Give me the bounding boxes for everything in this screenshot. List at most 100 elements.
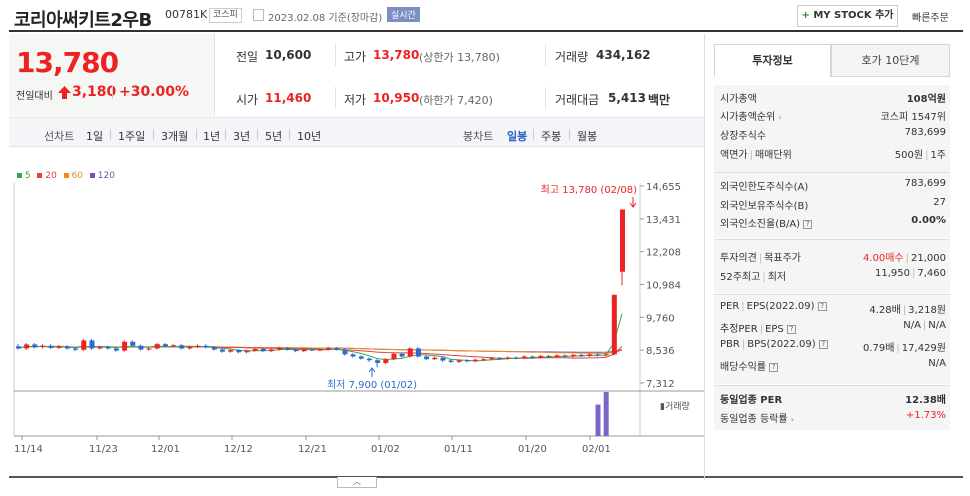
value: 12.38배: [905, 395, 946, 406]
label: 외국인한도주식수(A): [720, 182, 809, 193]
stock-title: 코리아써키트2우B: [14, 10, 152, 31]
bottom-divider: [9, 476, 963, 478]
value: 0.79배: [862, 343, 895, 354]
price-chart[interactable]: 14,655 13,431 12,208 10,984 9,760 8,536 7,312 ▮…: [0, 0, 704, 476]
value: 0.00%: [911, 215, 946, 226]
tab-investment-info[interactable]: 투자정보: [714, 44, 831, 77]
candle: [571, 354, 577, 357]
divider: [335, 44, 336, 66]
help-icon[interactable]: ?: [818, 340, 828, 349]
base-date: 2023.02.08 기준(장마감): [268, 13, 383, 24]
label: 동일업종 등락률: [720, 414, 788, 425]
candle-weekly[interactable]: 주봉: [541, 130, 562, 143]
divider: [714, 172, 950, 173]
candle: [16, 346, 21, 349]
arrow-right-icon: ›: [790, 415, 794, 424]
divider: [225, 129, 226, 140]
change-percent: +30.00%: [119, 84, 190, 100]
add-my-stock-button[interactable]: + MY STOCK 추가: [797, 5, 898, 27]
candle: [391, 353, 397, 360]
divider: [569, 129, 570, 140]
value2: 17,429원: [901, 343, 946, 354]
row-market-cap-rank[interactable]: 시가총액순위 › 코스피 1547위: [720, 108, 946, 124]
value: 11,950: [874, 268, 910, 279]
period-5y[interactable]: 5년: [265, 130, 283, 143]
line-chart-label: 선차트: [44, 130, 75, 143]
change-label: 전일대비: [16, 91, 53, 102]
candle: [260, 348, 266, 352]
value: N/A: [928, 358, 946, 369]
low-arrowhead: [368, 367, 376, 373]
candle: [538, 355, 544, 358]
value: 108억원: [906, 94, 946, 105]
candle: [301, 349, 307, 352]
row-sector-change[interactable]: 동일업종 등락률 › +1.73%: [720, 410, 946, 426]
candle: [473, 359, 479, 362]
candle: [489, 358, 495, 360]
period-10y[interactable]: 10년: [297, 130, 322, 143]
label: 동일업종 PER: [720, 395, 783, 406]
value2: N/A: [928, 320, 946, 331]
label: PBR: [720, 339, 740, 350]
divider: [545, 44, 546, 66]
period-3y[interactable]: 3년: [233, 130, 251, 143]
x-tick-label: 12/21: [298, 444, 327, 455]
label2: EPS(2022.09): [746, 301, 815, 312]
period-1w[interactable]: 1주일: [118, 130, 146, 143]
candle: [195, 345, 201, 348]
candle: [546, 355, 552, 358]
candle: [252, 348, 258, 351]
y-tick-label: 7,312: [646, 379, 675, 390]
help-icon[interactable]: ?: [769, 363, 779, 372]
period-3m[interactable]: 3개월: [161, 130, 189, 143]
quick-order-link[interactable]: 빠른주문: [912, 13, 949, 24]
label: 외국인보유주식수(B): [720, 201, 809, 212]
realtime-button[interactable]: 실시간: [387, 7, 420, 22]
label: PER: [720, 301, 740, 312]
volume-label: 거래량: [555, 50, 589, 64]
period-1y[interactable]: 1년: [203, 130, 221, 143]
candle: [162, 344, 168, 347]
candle: [81, 340, 87, 350]
lower-limit-note: (하한가 7,420): [419, 94, 493, 107]
candle: [424, 356, 430, 360]
info-box-foreign: [714, 172, 950, 238]
candle: [203, 345, 209, 348]
moving-average-line: [17, 313, 623, 362]
x-tick-label: 11/14: [14, 444, 43, 455]
row-market-cap: 시가총액 108억원: [720, 90, 946, 106]
label: 52주최고: [720, 272, 761, 283]
help-icon[interactable]: ?: [803, 220, 813, 229]
row-est-per: 추정PER | EPS ? N/A | N/A: [720, 320, 946, 335]
x-tick-label: 01/20: [518, 444, 547, 455]
divider: [196, 129, 197, 140]
candle: [456, 360, 462, 362]
chart-collapse-toggle[interactable]: ︿: [337, 477, 377, 488]
help-icon[interactable]: ?: [786, 325, 796, 334]
divider: [153, 129, 154, 140]
candle: [309, 349, 315, 351]
x-tick-label: 11/23: [89, 444, 118, 455]
volume-label: ▮거래량: [660, 400, 690, 412]
candle-daily[interactable]: 일봉: [507, 130, 528, 143]
y-tick-label: 12,208: [646, 248, 681, 259]
ma120-label: 120: [97, 171, 115, 181]
label: 상장주식수: [720, 131, 766, 142]
candle-monthly[interactable]: 월봉: [577, 130, 598, 143]
help-icon[interactable]: ?: [817, 302, 827, 311]
tab-order-book-10[interactable]: 호가 10단계: [831, 44, 950, 77]
period-1d[interactable]: 1일: [86, 130, 104, 143]
value: 500원: [894, 150, 924, 161]
divider: [112, 85, 113, 99]
candle: [236, 350, 242, 353]
candle: [497, 358, 503, 360]
label: 액면가: [720, 150, 748, 161]
value2: 1주: [930, 150, 946, 161]
label: 배당수익률: [720, 362, 766, 373]
ma20-swatch: [37, 173, 43, 178]
candle: [130, 341, 136, 346]
candle: [64, 346, 70, 349]
current-price: 13,780: [16, 46, 119, 79]
high-arrowhead: [629, 202, 637, 208]
plus-icon: +: [801, 10, 810, 21]
